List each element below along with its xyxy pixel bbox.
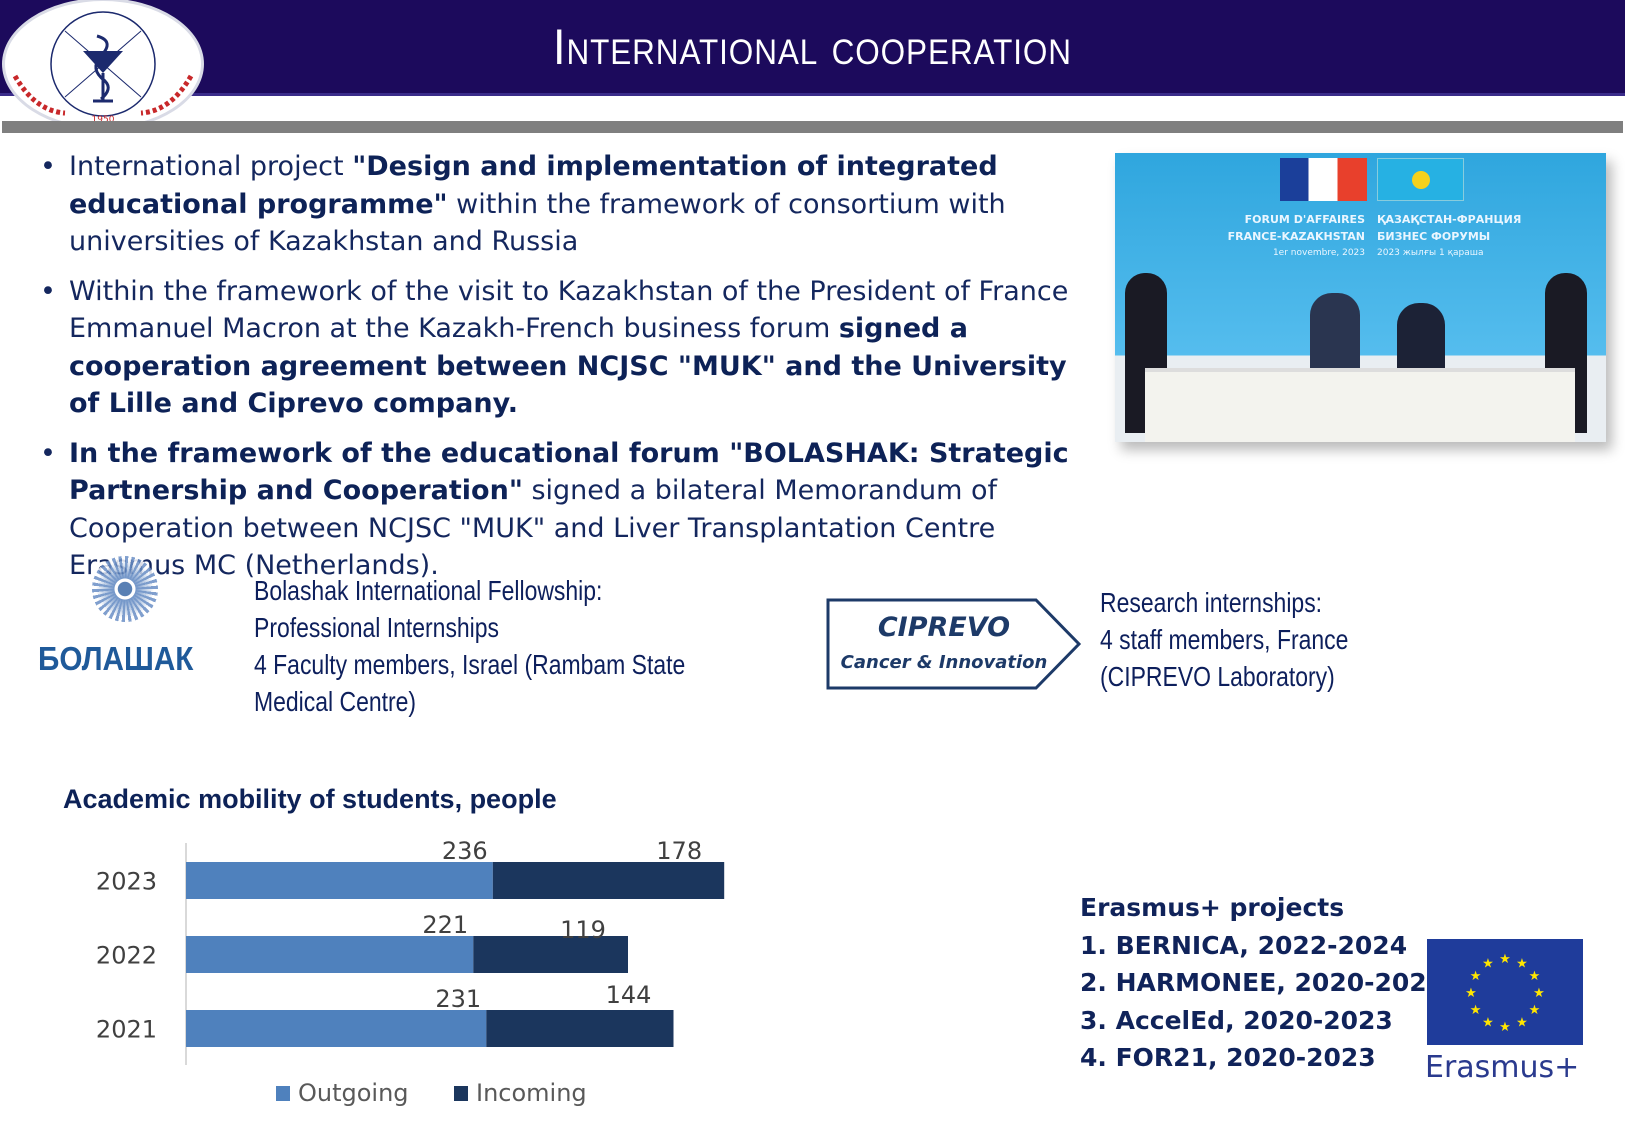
star-icon: ★ bbox=[1499, 1020, 1511, 1035]
ciprevo-line: 4 staff members, France bbox=[1100, 624, 1349, 655]
bullet-text: Within the framework of the visit to Kaz… bbox=[69, 275, 1069, 345]
banner-text: ҚАЗАҚСТАН-ФРАНЦИЯ bbox=[1377, 213, 1522, 226]
banner-left: FORUM D'AFFAIRES FRANCE-KAZAKHSTAN 1er nov… bbox=[1175, 211, 1365, 262]
bar-outgoing bbox=[186, 936, 474, 973]
bullet-item: In the framework of the educational foru… bbox=[38, 435, 1083, 585]
ciprevo-line: Research internships: bbox=[1100, 587, 1323, 618]
university-logo: 1950 bbox=[2, 0, 204, 130]
bolashak-line: Medical Centre) bbox=[254, 686, 417, 717]
bullet-text: In the framework of the educational foru… bbox=[69, 437, 1069, 507]
star-icon: ★ bbox=[1529, 1003, 1541, 1018]
star-icon: ★ bbox=[1470, 969, 1482, 984]
bullet-text: signed a bilateral Memorandum of Coopera… bbox=[69, 475, 998, 581]
y-tick-label: 2021 bbox=[96, 1016, 157, 1044]
divider-bar bbox=[2, 121, 1623, 133]
ciprevo-line: (CIPREVO Laboratory) bbox=[1100, 661, 1335, 692]
header-bar bbox=[0, 0, 1625, 96]
bar-incoming bbox=[486, 1010, 674, 1047]
data-label: 236 bbox=[442, 837, 488, 865]
legend-swatch bbox=[276, 1086, 290, 1101]
banner-date: 1er novembre, 2023 bbox=[1272, 248, 1365, 258]
bullet-item: Within the framework of the visit to Kaz… bbox=[38, 273, 1083, 423]
erasmus-logo-text: Erasmus+ bbox=[1425, 1050, 1580, 1085]
data-label: 231 bbox=[435, 985, 481, 1013]
star-icon: ★ bbox=[1516, 957, 1528, 972]
table bbox=[1145, 368, 1575, 442]
star-icon: ★ bbox=[1482, 957, 1494, 972]
france-flag bbox=[1280, 158, 1367, 201]
bullet-list: International project "Design and implem… bbox=[38, 148, 1083, 597]
bolashak-logo: БОЛАШАК bbox=[36, 554, 218, 690]
star-icon: ★ bbox=[1465, 986, 1477, 1001]
erasmus-heading: Erasmus+ projects bbox=[1080, 893, 1345, 922]
star-icon: ★ bbox=[1529, 969, 1541, 984]
banner-text: FORUM D'AFFAIRES bbox=[1244, 213, 1365, 226]
bar-outgoing bbox=[186, 862, 493, 899]
ciprevo-text: Research internships: 4 staff members, F… bbox=[1100, 584, 1348, 695]
data-label: 221 bbox=[422, 911, 468, 939]
erasmus-item: 3. AccelEd, 2020-2023 bbox=[1080, 1005, 1393, 1035]
banner-text: FRANCE-KAZAKHSTAN bbox=[1227, 230, 1365, 243]
legend-swatch bbox=[454, 1086, 468, 1101]
bar-incoming bbox=[492, 862, 725, 899]
bar-incoming bbox=[473, 936, 628, 973]
bullet-text: "Design and implementation of integrated… bbox=[69, 151, 998, 220]
bolashak-line: 4 Faculty members, Israel (Rambam State bbox=[254, 649, 686, 680]
data-label: 178 bbox=[656, 837, 702, 865]
forum-photo: FORUM D'AFFAIRES FRANCE-KAZAKHSTAN 1er nov… bbox=[1115, 153, 1606, 442]
chart-title: Academic mobility of students, people bbox=[63, 784, 557, 814]
bullet-text: signed a cooperation agreement between N… bbox=[69, 313, 1067, 419]
ciprevo-logo: CIPREVO Cancer & Innovation bbox=[826, 598, 1082, 690]
bullet-text: International project bbox=[69, 151, 353, 182]
banner-date: 2023 жылғы 1 қараша bbox=[1377, 248, 1484, 258]
erasmus-item: 4. FOR21, 2020-2023 bbox=[1080, 1043, 1376, 1072]
bar-outgoing bbox=[186, 1010, 487, 1047]
eu-flag: ★ ★ ★ ★ ★ ★ ★ ★ ★ ★ ★ ★ bbox=[1427, 939, 1583, 1045]
erasmus-item: 1. BERNICA, 2022-2024 bbox=[1080, 930, 1408, 960]
mobility-chart: Academic mobility of students, people 20… bbox=[0, 780, 760, 1125]
bolashak-text: Bolashak International Fellowship: Profe… bbox=[254, 572, 685, 720]
banner-text: БИЗНЕС ФОРУМЫ bbox=[1377, 230, 1491, 243]
data-label: 144 bbox=[606, 981, 652, 1009]
bolashak-emblem bbox=[92, 556, 158, 622]
ciprevo-name: CIPREVO bbox=[877, 612, 1011, 643]
bullet-item: International project "Design and implem… bbox=[38, 148, 1083, 261]
star-icon: ★ bbox=[1533, 986, 1545, 1001]
ciprevo-tagline: Cancer & Innovation bbox=[840, 652, 1048, 673]
bolashak-line: Bolashak International Fellowship: bbox=[254, 575, 603, 606]
banner-right: ҚАЗАҚСТАН-ФРАНЦИЯ БИЗНЕС ФОРУМЫ 2023 жылғы… bbox=[1377, 211, 1577, 262]
star-icon: ★ bbox=[1470, 1003, 1482, 1018]
y-tick-label: 2023 bbox=[96, 868, 157, 896]
page-title: International cooperation bbox=[553, 19, 1072, 75]
star-icon: ★ bbox=[1499, 952, 1511, 967]
legend-label: Outgoing bbox=[298, 1079, 409, 1107]
bolashak-logo-text: БОЛАШАК bbox=[38, 640, 194, 677]
star-icon: ★ bbox=[1482, 1015, 1494, 1030]
bolashak-line: Professional Internships bbox=[254, 612, 500, 643]
erasmus-item: 2. HARMONEE, 2020-2023 bbox=[1080, 968, 1445, 997]
logo-year: 1950 bbox=[92, 115, 115, 125]
y-tick-label: 2022 bbox=[96, 942, 157, 970]
legend-label: Incoming bbox=[476, 1079, 587, 1107]
erasmus-projects: Erasmus+ projects 1. BERNICA, 2022-2024 … bbox=[1080, 889, 1444, 1077]
star-icon: ★ bbox=[1516, 1015, 1528, 1030]
kazakhstan-flag bbox=[1377, 158, 1464, 201]
data-label: 119 bbox=[560, 916, 606, 944]
bullet-text: within the framework of consortium with … bbox=[69, 188, 1006, 258]
